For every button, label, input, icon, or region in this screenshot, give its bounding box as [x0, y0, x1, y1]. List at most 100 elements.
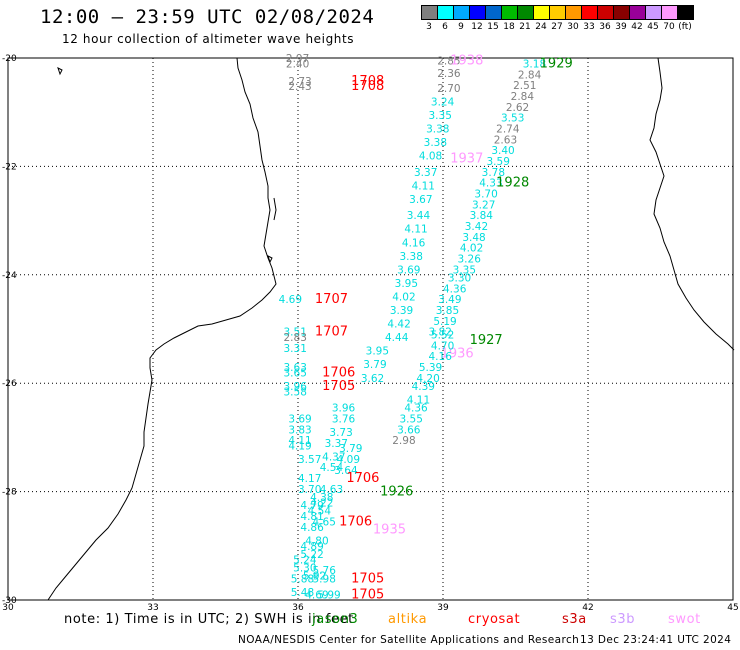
pass-id-label: 1708: [351, 74, 384, 89]
wave-height-label: 3.79: [339, 443, 362, 455]
pass-id-label: 1706: [339, 514, 372, 529]
wave-height-label: 3.67: [409, 194, 432, 206]
wave-height-label: 3.57: [298, 454, 321, 466]
lon-tick-label: 45: [727, 603, 738, 610]
wave-height-label: 3.39: [390, 305, 413, 317]
wave-height-label: 3.83: [288, 424, 311, 436]
wave-height-label: 4.39: [412, 381, 435, 393]
wave-height-label: 2.74: [496, 123, 520, 135]
map-frame: [7, 57, 734, 601]
wave-height-label: 4.20: [416, 373, 439, 385]
lat-tick-label: -30: [2, 596, 17, 606]
legend-label: 30: [567, 22, 579, 32]
wave-height-label: 4.65: [313, 516, 336, 528]
legend-label: 9: [458, 22, 464, 32]
lon-tick-label: 39: [437, 603, 449, 610]
page-title: 12:00 — 23:59 UTC 02/08/2024: [40, 6, 375, 28]
lon-tick-label: 36: [292, 603, 304, 610]
wave-height-label: 4.16: [429, 351, 453, 363]
wave-height-label: 3.31: [284, 343, 307, 355]
wave-height-label: 3.65: [284, 367, 307, 379]
wave-height-label: 5.39: [419, 362, 442, 374]
wave-height-label: 3.63: [284, 362, 307, 374]
bazaruto-island: [273, 197, 277, 221]
wave-height-label: 4.16: [402, 237, 426, 249]
pass-id-label: 1705: [351, 588, 384, 603]
legend-label: 42: [631, 22, 643, 32]
pass-id-label: 1708: [351, 79, 384, 94]
wave-height-label: 3.51: [284, 327, 307, 339]
wave-height-label: 3.85: [436, 305, 459, 317]
wave-height-label: 5.30: [293, 562, 316, 574]
timestamp: 13 Dec 23:24:41 UTC 2024: [580, 634, 732, 646]
wave-height-label: 3.42: [465, 221, 488, 233]
legend-label: 6: [442, 22, 448, 32]
wave-height-label: 4.11: [404, 224, 427, 236]
wave-height-label: 4.08: [419, 151, 442, 163]
wave-height-label: 4.33: [479, 178, 502, 190]
wave-height-label: 5.92: [303, 571, 326, 583]
wave-height-label: 3.37: [325, 438, 348, 450]
wave-height-label: 4.70: [431, 340, 454, 352]
wave-height-label: 4.02: [460, 243, 483, 255]
wave-height-label: 3.73: [329, 427, 352, 439]
pass-id-label: 1936: [441, 346, 474, 361]
color-legend: 3 6 9 12 15 18 21 24 27 30 33 36 39 42 45 70 (ft): [421, 5, 694, 32]
wave-height-label: 3.95: [366, 346, 389, 358]
wave-height-label: 2.73: [288, 76, 311, 88]
wave-height-label: 3.24: [431, 96, 455, 108]
wave-height-label: 3.62: [361, 373, 384, 385]
wave-height-label: 4.11: [412, 180, 435, 192]
pass-id-label: 1706: [346, 471, 379, 486]
pass-id-label: 1935: [373, 523, 406, 538]
wave-height-label: 4.11: [288, 435, 311, 447]
wave-height-label: 2.43: [288, 81, 311, 93]
wave-height-label: 5.24: [293, 554, 317, 566]
wave-height-label: 4.36: [404, 403, 428, 415]
legend-label: 3: [426, 22, 432, 32]
wave-height-label: 4.22: [310, 497, 333, 509]
wave-height-label: 3.18: [523, 58, 546, 70]
map-grid: [7, 57, 734, 601]
mission-jason3: jason3: [312, 612, 359, 627]
lon-tick-label: 30: [2, 603, 14, 610]
wave-height-label: 5.88: [291, 573, 314, 585]
axis-ticks: 30 33 36 39 42 45 -20 -22 -24 -26 -28 -30: [2, 54, 739, 610]
wave-height-label: 4.38: [310, 492, 333, 504]
lat-tick-label: -28: [2, 488, 17, 498]
pass-id-label: 1929: [540, 56, 573, 71]
wave-height-label: 3.84: [470, 210, 494, 222]
legend-label: 15: [487, 22, 499, 32]
wave-height-label: 3.66: [397, 424, 421, 436]
wave-height-label: 3.58: [284, 386, 307, 398]
wave-height-label: 3.82: [429, 327, 452, 339]
pass-id-label: 1705: [351, 571, 384, 586]
lat-tick-label: -22: [2, 162, 17, 172]
wave-height-label: 3.76: [332, 413, 356, 425]
wave-height-label: 3.79: [363, 359, 386, 371]
wave-height-label: 4.63: [320, 484, 343, 496]
wave-height-label: 3.44: [407, 210, 431, 222]
mission-altika: altika: [388, 612, 428, 627]
footer-note: note: 1) Time is in UTC; 2) SWH is in fe…: [64, 612, 354, 627]
wave-height-label: 2.40: [286, 58, 309, 70]
wave-height-label: 3.55: [400, 413, 423, 425]
legend-label: 12: [471, 22, 483, 32]
wave-height-label: 4.02: [392, 291, 415, 303]
mission-s3a: s3a: [562, 612, 587, 627]
legend-swatch: [677, 5, 694, 20]
wave-height-label: 2.36: [437, 68, 461, 80]
wave-height-label: 3.48: [462, 232, 485, 244]
wave-height-label: 4.17: [298, 473, 321, 485]
wave-height-label: 2.98: [392, 435, 415, 447]
wave-height-label: 3.35: [453, 264, 476, 276]
wave-height-label: 5.98: [313, 573, 336, 585]
wave-height-label: 3.40: [491, 145, 514, 157]
credit-line: NOAA/NESDIS Center for Satellite Applica…: [238, 634, 580, 646]
legend-label: 36: [599, 22, 611, 32]
wave-height-label: 2.51: [513, 80, 536, 92]
wave-height-label: 4.69: [279, 294, 302, 306]
wave-height-label: 3.70: [298, 484, 321, 496]
wave-height-label: 5.76: [313, 565, 337, 577]
